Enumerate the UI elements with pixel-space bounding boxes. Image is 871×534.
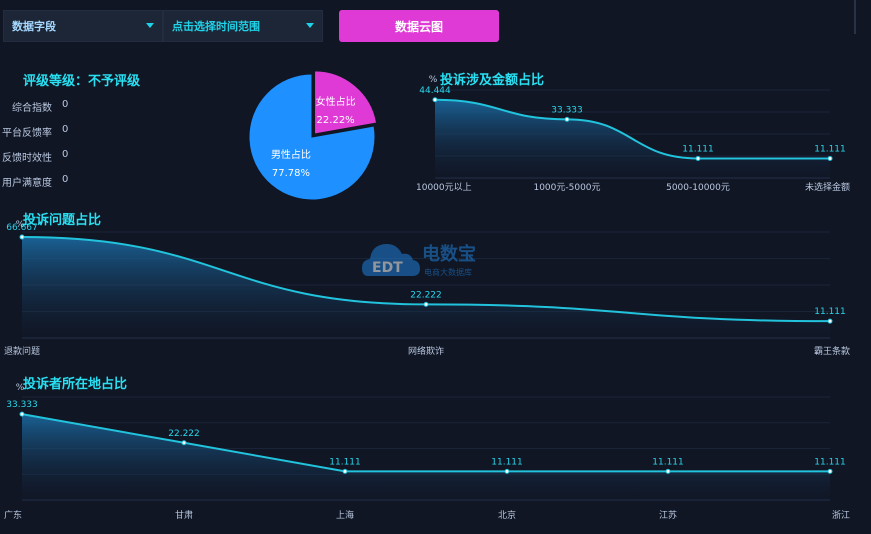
data-label: 11.111 [814, 307, 846, 317]
area-fill [22, 414, 830, 500]
y-axis-title: % [429, 75, 438, 85]
data-point [827, 155, 833, 161]
data-label: 22.222 [410, 290, 442, 300]
data-point [181, 440, 187, 446]
data-point [19, 234, 25, 240]
tick-label: 1000元-5000元 [533, 183, 600, 193]
tick-label: 广东 [4, 509, 22, 521]
tick-label: 10000元以上 [416, 182, 472, 193]
pie-slice-label: 22.22% [317, 115, 355, 126]
tick-label: 上海 [336, 509, 354, 521]
data-point [432, 97, 438, 103]
data-label: 33.333 [551, 105, 583, 115]
data-label: 11.111 [814, 144, 846, 154]
time-range-dropdown[interactable]: 点击选择时间范围 [163, 10, 323, 42]
rating-item-label: 用户满意度 [2, 178, 52, 189]
issue-chart-title: 投诉问题占比 [23, 213, 102, 228]
tick-label: 未选择金额 [805, 181, 850, 193]
time-range-dropdown-label: 点击选择时间范围 [172, 20, 260, 33]
tick-label: 霸王条款 [814, 345, 850, 357]
data-point [504, 468, 510, 474]
watermark-logo-text: EDT [372, 260, 403, 276]
data-point [423, 301, 429, 307]
pie-slice-name: 女性占比 [316, 95, 356, 108]
pie-slice [248, 73, 376, 201]
amount-chart-title: 投诉涉及金额占比 [440, 73, 545, 88]
area-fill [22, 237, 830, 338]
chevron-down-icon [146, 23, 154, 28]
series-line [21, 413, 830, 473]
data-point [695, 155, 701, 161]
watermark-logo: EDT 电数宝 电商大数据库 [362, 243, 476, 277]
data-label: 11.111 [652, 457, 684, 467]
data-point [564, 116, 570, 122]
y-axis-title: % [16, 383, 25, 393]
rating-title: 评级等级：不予评级 [23, 74, 141, 89]
pie-slice-label: 77.78% [272, 168, 310, 179]
tick-label: 北京 [498, 509, 516, 521]
tick-label: 浙江 [832, 509, 850, 521]
rating-item-value: 0 [62, 174, 69, 185]
data-label: 11.111 [682, 144, 714, 154]
watermark-brand: 电数宝 [422, 243, 476, 265]
data-point [665, 468, 671, 474]
data-point [827, 468, 833, 474]
rating-item-label: 反馈时效性 [2, 153, 52, 164]
y-axis-title: % [16, 220, 25, 230]
rating-item-value: 0 [62, 149, 69, 160]
location-chart-title: 投诉者所在地占比 [23, 377, 128, 392]
data-label: 44.444 [419, 86, 451, 96]
data-label: 33.333 [6, 400, 38, 410]
data-point [827, 318, 833, 324]
scrollbar-track[interactable] [854, 0, 856, 34]
data-cloud-button[interactable]: 数据云图 [339, 10, 499, 42]
data-label: 11.111 [329, 457, 361, 467]
chevron-down-icon [306, 23, 314, 28]
pie-slice [314, 70, 378, 135]
rating-item-label: 综合指数 [12, 103, 52, 114]
tick-label: 江苏 [659, 509, 677, 521]
tick-label: 退款问题 [4, 345, 40, 357]
data-label: 11.111 [491, 457, 523, 467]
rating-item-value: 0 [62, 99, 69, 110]
data-field-dropdown[interactable]: 数据字段 [3, 10, 163, 42]
rating-item-label: 平台反馈率 [2, 128, 52, 139]
data-field-dropdown-label: 数据字段 [12, 20, 56, 33]
data-point [19, 411, 25, 417]
watermark-sub: 电商大数据库 [424, 267, 472, 277]
tick-label: 甘肃 [175, 509, 193, 521]
series-line [434, 98, 830, 160]
data-point [342, 468, 348, 474]
pie-slice-name: 男性占比 [271, 148, 311, 161]
tick-label: 网络欺诈 [408, 345, 444, 357]
data-label: 11.111 [814, 457, 846, 467]
data-label: 22.222 [168, 429, 200, 439]
data-label: 66.667 [6, 223, 38, 233]
tick-label: 5000-10000元 [666, 183, 730, 193]
rating-item-value: 0 [62, 124, 69, 135]
